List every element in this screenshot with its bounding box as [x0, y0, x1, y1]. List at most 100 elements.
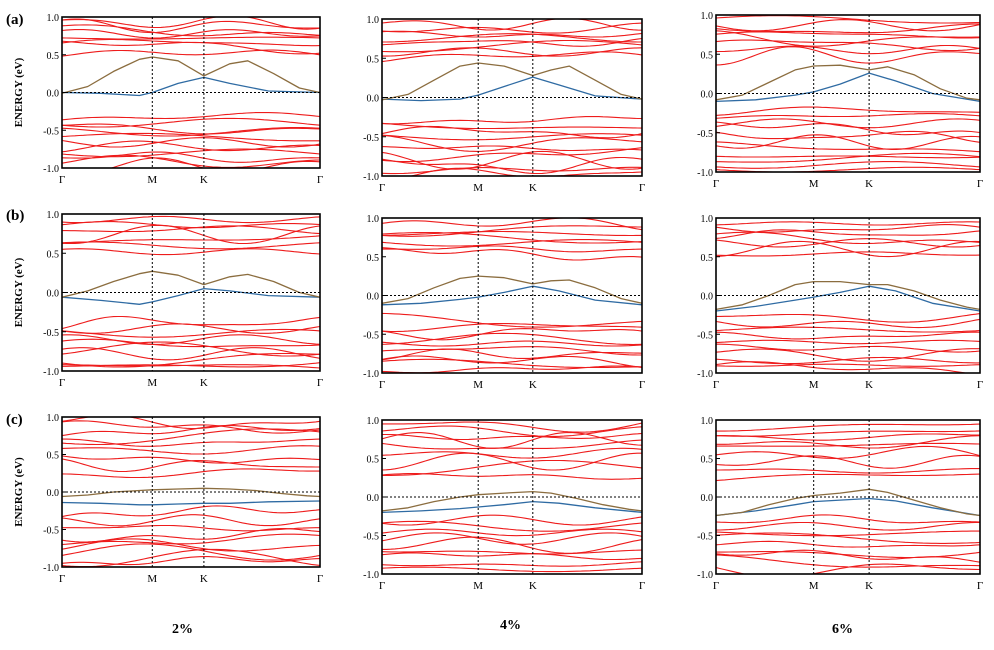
kpoint-label-K: K: [529, 182, 537, 194]
energy-band: [716, 442, 980, 447]
y-tick-label: 1.0: [47, 13, 60, 24]
energy-band: [716, 356, 980, 365]
energy-band: [62, 151, 320, 163]
energy-band: [716, 15, 980, 24]
energy-band: [716, 106, 980, 116]
energy-band: [716, 445, 980, 459]
kpoint-label-gamma-end: Γ: [317, 377, 323, 389]
energy-band: [382, 520, 642, 532]
energy-band: [62, 323, 320, 334]
plot-area: [716, 423, 980, 574]
lower-highlight-band: [62, 76, 320, 97]
y-tick-label: -0.5: [697, 129, 713, 140]
energy-band: [382, 340, 642, 347]
energy-band: [716, 549, 980, 563]
energy-band: [62, 36, 320, 40]
energy-band: [716, 348, 980, 362]
energy-band: [716, 433, 980, 441]
energy-band: [716, 454, 980, 469]
energy-band: [382, 348, 642, 361]
y-tick-label: -1.0: [43, 563, 59, 574]
kpoint-label-K: K: [865, 178, 873, 190]
y-tick-label: -1.0: [363, 172, 379, 183]
energy-band: [382, 432, 642, 441]
energy-band: [382, 312, 642, 328]
energy-band: [716, 19, 980, 32]
energy-band: [62, 445, 320, 455]
energy-band: [382, 33, 642, 43]
energy-band: [62, 352, 320, 368]
kpoint-label-gamma-end: Γ: [317, 573, 323, 585]
y-tick-label: -0.5: [43, 126, 59, 137]
y-tick-label: -0.5: [43, 526, 59, 537]
energy-band: [62, 543, 320, 561]
kpoint-label-K: K: [529, 379, 537, 391]
kpoint-label-M: M: [147, 174, 157, 186]
column-label-4pct: 4%: [500, 618, 521, 633]
lower-highlight-band: [62, 287, 320, 305]
y-tick-label: 0.5: [47, 451, 60, 462]
energy-band: [382, 116, 642, 125]
energy-band: [382, 358, 642, 369]
energy-band: [109, 157, 320, 168]
kpoint-label-gamma-end: Γ: [977, 379, 983, 391]
energy-band: [716, 113, 980, 119]
energy-band: [716, 473, 980, 482]
y-tick-label: -1.0: [43, 367, 59, 378]
upper-highlight-band: [382, 62, 642, 101]
energy-band: [716, 161, 980, 169]
energy-band: [62, 428, 320, 446]
plot-area: [62, 17, 320, 168]
y-tick-label: 0.5: [701, 50, 714, 61]
energy-band: [382, 134, 642, 152]
upper-highlight-band: [716, 488, 980, 517]
y-tick-label: 0.5: [701, 455, 714, 466]
energy-band: [382, 532, 642, 545]
energy-band: [62, 29, 320, 39]
y-tick-label: 1.0: [367, 214, 380, 225]
panel-b-6%: 1.00.50.0-0.5-1.0Γ M K Γ: [697, 214, 983, 391]
upper-highlight-band: [716, 280, 980, 311]
kpoint-label-gamma-start: Γ: [713, 178, 719, 190]
kpoint-label-gamma-start: Γ: [59, 174, 65, 186]
energy-band: [382, 514, 642, 526]
y-tick-label: 0.0: [367, 493, 380, 504]
energy-band: [716, 231, 980, 245]
energy-band: [382, 231, 642, 244]
y-tick-label: -0.5: [697, 532, 713, 543]
energy-band: [382, 125, 642, 139]
energy-band: [62, 221, 320, 229]
energy-band: [716, 423, 980, 432]
kpoint-label-K: K: [865, 580, 873, 592]
energy-band: [716, 514, 980, 524]
y-tick-label: -0.5: [363, 330, 379, 341]
energy-band: [62, 556, 320, 566]
y-tick-label: -1.0: [43, 164, 59, 175]
y-tick-label: 0.0: [701, 493, 714, 504]
energy-band: [716, 118, 980, 129]
energy-band: [382, 346, 642, 356]
energy-band: [716, 313, 980, 323]
energy-band: [716, 46, 980, 66]
y-tick-label: 0.5: [47, 249, 60, 260]
energy-band: [716, 563, 980, 574]
energy-band: [62, 538, 320, 552]
panel-c-4%: 1.00.50.0-0.5-1.0Γ M K Γ: [363, 416, 645, 592]
y-tick-label: -0.5: [363, 133, 379, 144]
y-tick-label: 0.5: [367, 455, 380, 466]
energy-band: [716, 134, 980, 150]
energy-band: [62, 533, 320, 546]
energy-band: [62, 49, 320, 57]
energy-band: [716, 532, 980, 544]
energy-band: [382, 218, 642, 231]
y-tick-label: 0.5: [47, 51, 60, 62]
energy-band: [382, 19, 642, 31]
energy-band: [62, 455, 320, 464]
energy-band: [62, 341, 320, 357]
y-tick-label: -1.0: [697, 168, 713, 179]
energy-band: [382, 561, 642, 567]
energy-band: [62, 364, 320, 369]
energy-band: [62, 154, 320, 168]
